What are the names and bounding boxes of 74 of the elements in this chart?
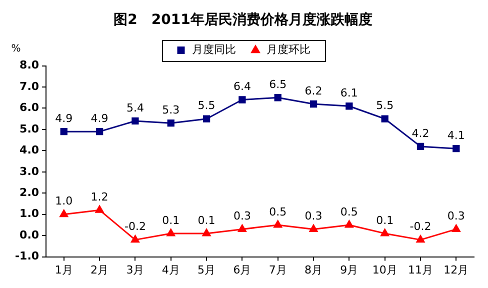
point [60,128,68,136]
data-label: 0.1 [198,214,216,227]
x-tick-label: 5月 [198,263,216,276]
point [238,224,246,232]
point [416,235,425,243]
data-label: -0.2 [410,220,432,234]
point [166,228,176,236]
point [380,228,390,236]
point [96,128,104,136]
x-tick-label: 3月 [126,263,144,276]
data-label: 5.5 [198,99,216,112]
y-tick-label: 8.0 [20,58,40,72]
data-label: 0.1 [162,214,180,227]
data-label: 1.2 [90,190,108,204]
point [60,210,68,218]
y-axis-title: % [11,43,21,54]
data-label: 4.9 [90,112,108,125]
x-tick-label: 10月 [372,263,398,276]
x-tick-label: 2月 [90,263,109,276]
x-tick-label: 1月 [54,263,73,276]
y-tick-label: 5.0 [20,122,40,136]
point [310,100,318,108]
point [130,235,140,243]
point [167,120,174,127]
data-label: 5.4 [126,101,144,114]
data-label: 0.3 [233,210,251,223]
x-tick-label: 8月 [304,263,323,276]
x-tick-label: 7月 [268,263,287,276]
legend-label: 月度同比 [192,43,236,56]
y-tick-label: 4.0 [20,144,40,157]
x-tick-label: 12月 [444,263,469,276]
y-tick-label: 2.0 [20,186,40,199]
point [238,96,246,104]
y-tick-label: 1.0 [20,207,40,220]
point [346,102,353,110]
point [344,220,354,228]
y-tick-label: 3.0 [20,164,40,178]
data-label: 1.0 [55,194,73,208]
data-label: -0.2 [124,220,146,234]
point [274,220,282,228]
chart-title: 图2 2011年居民消费价格月度涨跌幅度 [114,11,372,28]
data-label: 0.3 [447,210,465,223]
data-label: 4.9 [55,112,73,125]
x-tick-label: 6月 [233,263,252,276]
point [452,224,460,232]
data-label: 0.1 [376,214,394,227]
point [452,144,460,152]
data-label: 4.1 [447,128,465,142]
data-label: 4.2 [412,126,430,140]
point [274,94,282,102]
point [416,142,424,150]
legend-label: 月度环比 [266,43,310,56]
data-label: 0.5 [340,205,358,218]
y-tick-label: 6.0 [20,101,40,114]
data-label: 6.1 [340,86,358,100]
y-tick-label: -1.0 [14,250,40,263]
data-label: 0.3 [304,210,322,223]
point [381,115,388,122]
point [309,224,318,232]
data-label: 6.4 [233,80,251,94]
x-tick-label: 4月 [162,263,180,276]
data-label: 5.3 [162,103,180,116]
point [202,115,210,122]
data-label: 5.5 [376,99,394,112]
data-label: 6.5 [269,78,287,91]
point [202,228,211,236]
point [95,205,104,213]
y-tick-label: 0.0 [20,228,40,242]
data-label: 0.5 [269,205,287,218]
x-tick-label: 9月 [340,263,358,276]
point [132,117,139,125]
data-label: 6.2 [304,84,322,98]
x-tick-label: 11月 [408,263,434,276]
y-tick-label: 7.0 [20,80,40,93]
